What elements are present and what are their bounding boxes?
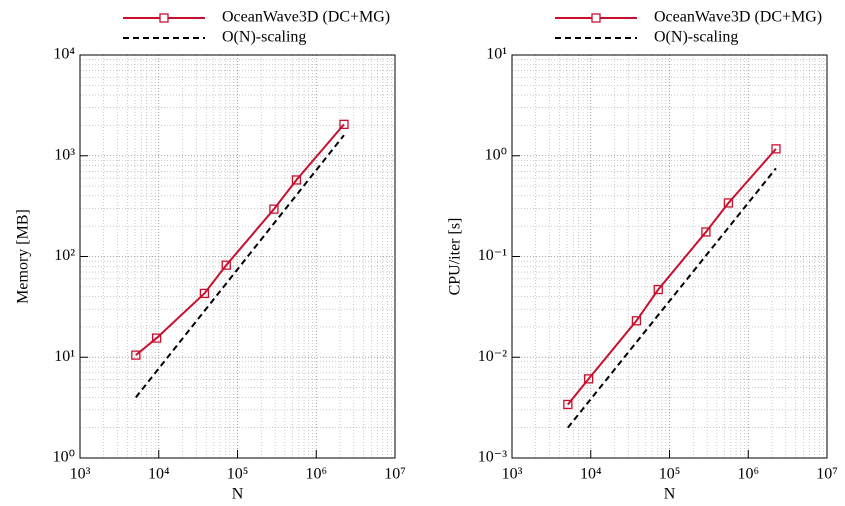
y-axis-label: Memory [MB] xyxy=(15,209,32,304)
legend-marker xyxy=(591,13,601,23)
y-tick-label: 10⁰ xyxy=(53,449,75,466)
marker xyxy=(339,119,349,129)
y-tick-label: 10³ xyxy=(54,146,75,163)
series-line xyxy=(135,123,345,356)
y-tick-label: 10⁻³ xyxy=(478,449,507,466)
y-tick-label: 10² xyxy=(54,247,75,264)
x-axis-label: N xyxy=(664,486,676,503)
marker xyxy=(583,374,594,384)
x-tick-label: 10⁴ xyxy=(148,466,170,483)
x-tick-label: 10³ xyxy=(70,466,91,483)
x-tick-label: 10⁷ xyxy=(384,466,406,483)
legend-label: OceanWave3D (DC+MG) xyxy=(654,9,822,26)
legend-label: OceanWave3D (DC+MG) xyxy=(222,9,390,26)
legend-marker xyxy=(159,13,169,23)
x-axis-label: N xyxy=(232,486,244,503)
marker xyxy=(131,350,141,360)
y-tick-label: 10¹ xyxy=(54,348,75,365)
marker xyxy=(221,260,231,270)
plot-frame xyxy=(79,54,396,459)
marker xyxy=(563,399,573,410)
y-tick-label: 10⁻² xyxy=(478,348,507,365)
x-tick-label: 10⁴ xyxy=(580,466,602,483)
x-tick-label: 10⁵ xyxy=(659,466,681,483)
x-tick-label: 10⁷ xyxy=(816,466,838,483)
legend-label: O(N)-scaling xyxy=(222,29,306,46)
marker xyxy=(199,288,210,299)
y-axis-label: CPU/iter [s] xyxy=(447,218,464,296)
series-line xyxy=(135,134,345,398)
x-tick-label: 10⁶ xyxy=(737,466,759,483)
plot-frame xyxy=(511,54,828,459)
y-tick-label: 10⁴ xyxy=(53,46,75,63)
y-tick-label: 10¹ xyxy=(486,46,507,63)
series-line xyxy=(567,148,777,406)
marker xyxy=(771,144,781,154)
marker xyxy=(291,175,302,185)
y-tick-label: 10⁻¹ xyxy=(478,247,507,264)
marker xyxy=(631,316,642,326)
marker xyxy=(701,227,711,237)
marker xyxy=(269,204,279,214)
marker xyxy=(151,333,162,343)
x-tick-label: 10³ xyxy=(502,466,523,483)
marker xyxy=(653,284,663,295)
x-tick-label: 10⁵ xyxy=(227,466,249,483)
legend-label: O(N)-scaling xyxy=(654,29,738,46)
x-tick-label: 10⁶ xyxy=(305,466,327,483)
y-tick-label: 10⁰ xyxy=(485,146,507,163)
series-line xyxy=(567,167,777,429)
marker xyxy=(723,198,734,208)
